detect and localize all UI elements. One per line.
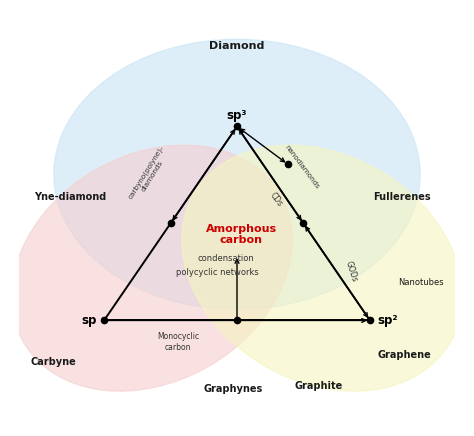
- Text: Yne-diamond: Yne-diamond: [34, 192, 107, 202]
- Text: sp: sp: [81, 314, 97, 327]
- Ellipse shape: [12, 145, 292, 391]
- Text: Monocyclic
carbon: Monocyclic carbon: [157, 332, 199, 351]
- Text: Graphene: Graphene: [378, 351, 432, 360]
- Text: Carbyne: Carbyne: [30, 357, 76, 367]
- Text: Graphynes: Graphynes: [203, 384, 262, 394]
- Text: carbyno(polyne)-
diamonds: carbyno(polyne)- diamonds: [127, 145, 171, 204]
- Text: GODs: GODs: [344, 260, 359, 283]
- Text: sp³: sp³: [227, 109, 247, 122]
- Ellipse shape: [182, 145, 462, 391]
- Text: CDs: CDs: [268, 191, 284, 208]
- Text: Nanotubes: Nanotubes: [398, 278, 444, 287]
- Text: sp²: sp²: [377, 314, 398, 327]
- Text: Graphite: Graphite: [295, 381, 343, 391]
- Text: Fullerenes: Fullerenes: [373, 192, 430, 202]
- Ellipse shape: [54, 39, 420, 310]
- Text: polycyclic networks: polycyclic networks: [176, 268, 259, 277]
- Text: nanodiamonds: nanodiamonds: [283, 143, 320, 190]
- Text: Diamond: Diamond: [210, 41, 264, 51]
- Text: Amorphous
carbon: Amorphous carbon: [206, 224, 277, 245]
- Text: condensation: condensation: [198, 254, 255, 262]
